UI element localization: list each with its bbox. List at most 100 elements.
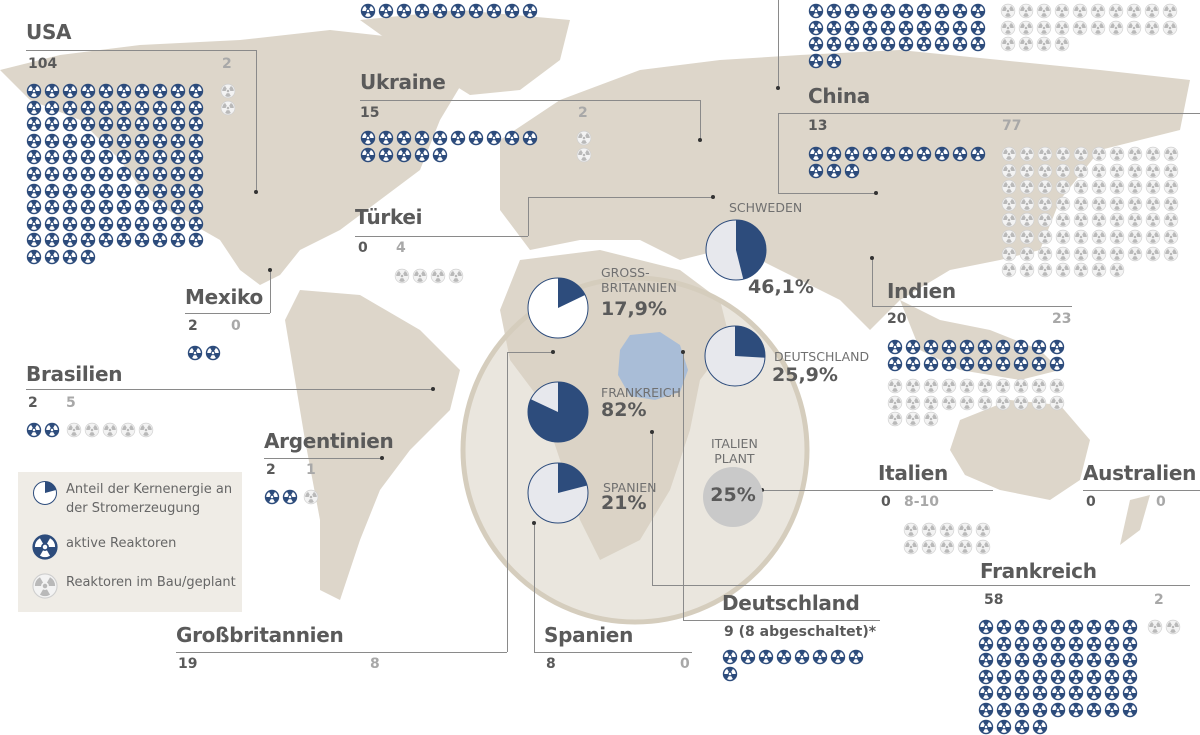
radiation-active-icon bbox=[44, 233, 60, 248]
radiation-active-icon bbox=[880, 20, 896, 35]
radiation-active-icon bbox=[170, 233, 186, 248]
radiation-active-icon bbox=[952, 146, 968, 162]
active-count: 8 bbox=[546, 656, 556, 672]
radiation-planned-icon bbox=[1031, 378, 1047, 394]
radiation-planned-icon bbox=[1018, 20, 1034, 35]
radiation-active-icon bbox=[116, 100, 132, 115]
leader-line bbox=[528, 197, 713, 198]
radiation-planned-icon bbox=[1055, 246, 1071, 261]
radiation-active-icon bbox=[916, 20, 932, 35]
radiation-planned-icon bbox=[1073, 179, 1089, 195]
radiation-active-icon bbox=[970, 20, 986, 35]
radiation-planned-icon bbox=[1054, 20, 1070, 35]
radiation-planned-icon bbox=[1091, 262, 1107, 278]
radiation-active-icon bbox=[170, 199, 186, 215]
radiation-active-icon bbox=[152, 100, 168, 115]
radiation-active-icon bbox=[116, 150, 132, 165]
radiation-active-icon bbox=[98, 83, 114, 99]
radiation-planned-icon bbox=[1037, 262, 1053, 278]
location-dot bbox=[532, 521, 536, 525]
radiation-planned-icon bbox=[1091, 213, 1107, 228]
radiation-planned-icon bbox=[1165, 619, 1181, 635]
radiation-active-icon bbox=[808, 3, 824, 19]
radiation-active-icon bbox=[934, 3, 950, 19]
radiation-active-icon bbox=[62, 133, 78, 148]
leader-line bbox=[652, 432, 653, 585]
radiation-planned-icon bbox=[1049, 378, 1065, 394]
radiation-active-icon bbox=[170, 166, 186, 182]
leader-line bbox=[528, 197, 529, 236]
radiation-active-icon bbox=[1122, 686, 1138, 701]
radiation-active-icon bbox=[116, 216, 132, 231]
radiation-active-icon bbox=[1032, 636, 1048, 651]
radiation-active-icon bbox=[934, 36, 950, 52]
radiation-active-icon bbox=[1014, 702, 1030, 718]
radiation-planned-icon bbox=[66, 422, 82, 438]
country-name: Spanien bbox=[544, 623, 634, 647]
pie-percent: 21% bbox=[601, 492, 647, 514]
radiation-planned-icon bbox=[1073, 246, 1089, 261]
radiation-active-icon bbox=[844, 163, 860, 178]
radiation-planned-icon bbox=[1055, 213, 1071, 228]
radiation-active-icon bbox=[134, 166, 150, 182]
radiation-planned-icon bbox=[1144, 3, 1160, 19]
active-count: 58 bbox=[984, 592, 1004, 608]
radiation-planned-icon bbox=[995, 395, 1011, 410]
radiation-active-icon bbox=[80, 166, 96, 182]
radiation-active-icon bbox=[504, 130, 520, 146]
radiation-planned-icon bbox=[1037, 146, 1053, 162]
radiation-planned-icon bbox=[138, 422, 154, 438]
radiation-active-icon bbox=[26, 100, 42, 115]
radiation-active-icon bbox=[978, 652, 994, 668]
location-dot bbox=[776, 86, 780, 90]
location-dot bbox=[711, 195, 715, 199]
radiation-active-icon bbox=[116, 133, 132, 148]
radiation-planned-icon bbox=[32, 573, 58, 599]
radiation-planned-icon bbox=[1145, 229, 1161, 245]
radiation-planned-icon bbox=[1001, 146, 1017, 162]
radiation-planned-icon bbox=[905, 395, 921, 410]
radiation-active-icon bbox=[116, 199, 132, 215]
radiation-active-icon bbox=[996, 669, 1012, 684]
radiation-planned-icon bbox=[1037, 179, 1053, 195]
radiation-active-icon bbox=[486, 130, 502, 146]
active-count: 2 bbox=[188, 318, 198, 334]
pie-percent: 46,1% bbox=[748, 276, 814, 298]
radiation-planned-icon bbox=[1073, 213, 1089, 228]
radiation-active-icon bbox=[1068, 686, 1084, 701]
radiation-active-icon bbox=[880, 146, 896, 162]
leader-line bbox=[1083, 490, 1200, 491]
location-dot bbox=[698, 138, 702, 142]
radiation-planned-icon bbox=[1073, 229, 1089, 245]
radiation-active-icon bbox=[1014, 719, 1030, 734]
planned-count: 2 bbox=[222, 56, 232, 72]
planned-count: 23 bbox=[1052, 311, 1072, 327]
radiation-active-icon bbox=[396, 147, 412, 162]
planned-count: 2 bbox=[1154, 592, 1164, 608]
radiation-active-icon bbox=[80, 83, 96, 99]
pie-chart-grossbritannien bbox=[527, 277, 589, 339]
radiation-active-icon bbox=[1014, 686, 1030, 701]
radiation-active-icon bbox=[1049, 356, 1065, 371]
pie-label: GROSS- BRITANNIEN bbox=[601, 265, 677, 295]
radiation-planned-icon bbox=[1019, 179, 1035, 195]
radiation-active-icon bbox=[996, 719, 1012, 734]
radiation-planned-icon bbox=[394, 268, 410, 284]
radiation-planned-icon bbox=[941, 378, 957, 394]
radiation-active-icon bbox=[152, 199, 168, 215]
radiation-active-icon bbox=[862, 146, 878, 162]
radiation-planned-icon bbox=[102, 422, 118, 438]
radiation-active-icon bbox=[98, 233, 114, 248]
radiation-active-icon bbox=[98, 183, 114, 198]
radiation-active-icon bbox=[826, 3, 842, 19]
radiation-active-icon bbox=[188, 216, 204, 231]
radiation-active-icon bbox=[80, 183, 96, 198]
radiation-active-icon bbox=[98, 150, 114, 165]
radiation-planned-icon bbox=[1109, 246, 1125, 261]
radiation-active-icon bbox=[995, 356, 1011, 371]
country-name: Ukraine bbox=[360, 70, 446, 94]
radiation-active-icon bbox=[282, 489, 298, 505]
radiation-planned-icon bbox=[1091, 196, 1107, 212]
pie-label: FRANKREICH bbox=[601, 385, 681, 400]
leader-line bbox=[778, 0, 779, 88]
